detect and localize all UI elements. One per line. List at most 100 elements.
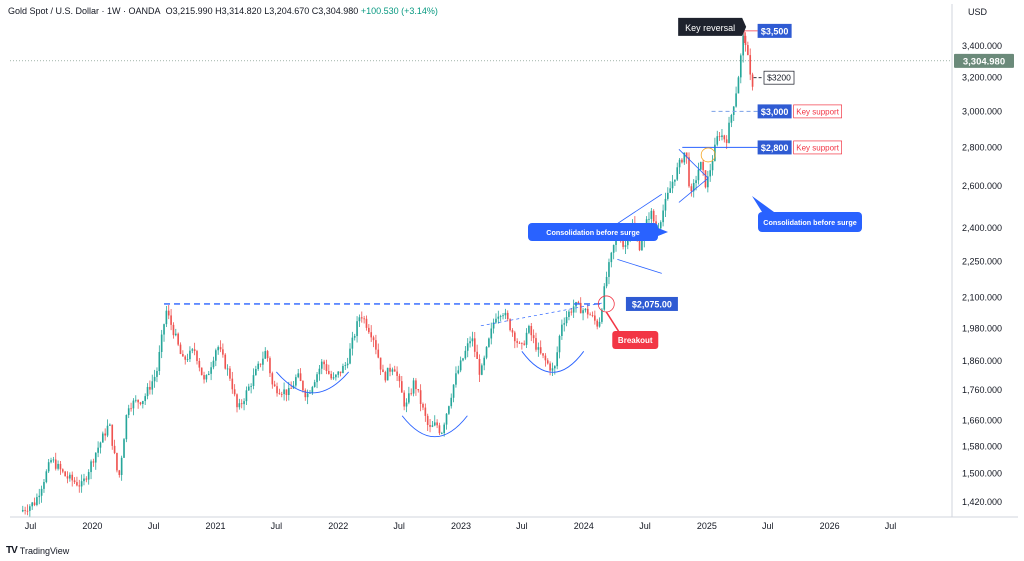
candle-body (104, 433, 106, 436)
candle-body (356, 321, 358, 337)
candle-body (262, 358, 264, 365)
candle-body (537, 347, 540, 350)
candle-body (490, 328, 493, 339)
chart-header: Gold Spot / U.S. Dollar · 1W · OANDA O3,… (8, 6, 438, 16)
candle-body (36, 497, 38, 505)
candle-body (459, 360, 462, 371)
candle-body (747, 45, 749, 56)
candle-body (222, 349, 224, 355)
candle-body (165, 310, 168, 325)
candle-body (170, 315, 172, 325)
candle-body (198, 360, 201, 368)
candle-body (71, 474, 74, 481)
candle-body (481, 365, 483, 375)
currency-label: USD (968, 7, 988, 17)
candle-body (273, 384, 276, 387)
key-support-2800-note-box (793, 140, 842, 155)
candle-body (570, 311, 573, 313)
candle-body (375, 340, 377, 350)
candle-body (688, 157, 690, 187)
candle-body (662, 210, 664, 223)
candle-body (184, 356, 187, 360)
candle-body (29, 506, 31, 511)
candle-body (266, 351, 269, 359)
candle-body (370, 332, 373, 338)
candle-body (231, 378, 234, 390)
candle-body (403, 392, 405, 407)
candle-body (61, 469, 64, 472)
candle-body (90, 461, 92, 473)
candle-body (386, 367, 389, 381)
candle-body (586, 308, 589, 315)
candle-body (457, 370, 460, 374)
y-tick-label: 3,200.000 (962, 73, 1002, 83)
level-2800-label: $2,800 (761, 143, 789, 153)
candle-body (605, 276, 608, 287)
candle-body (40, 488, 43, 496)
candle-body (502, 315, 504, 317)
candle-body (702, 161, 704, 171)
candle-body (339, 371, 342, 374)
candle-body (54, 459, 57, 469)
candle-body (144, 396, 147, 402)
candle-body (535, 338, 537, 350)
candle-body (146, 386, 149, 397)
candle-body (431, 425, 434, 427)
candle-body (624, 245, 627, 247)
candle-body (142, 401, 144, 405)
candle-body (191, 349, 194, 351)
candle-body (327, 370, 330, 374)
candle-body (196, 351, 198, 361)
y-tick-label: 3,400.000 (962, 41, 1002, 51)
candle-body (80, 481, 83, 487)
candle-body (683, 152, 686, 163)
candle-body (85, 478, 88, 480)
candle-body (476, 351, 478, 359)
candle-body (299, 373, 302, 381)
candle-body (97, 447, 99, 453)
candle-body (21, 509, 24, 512)
candle-body (276, 386, 278, 394)
candle-body (177, 333, 179, 345)
candle-body (353, 336, 356, 338)
wedge-lower-line (678, 177, 709, 203)
candle-body (73, 480, 76, 483)
candle-body (558, 335, 561, 353)
candle-body (233, 389, 236, 395)
candle-body (259, 363, 262, 365)
y-tick-label: 2,250.000 (962, 257, 1002, 267)
candle-body (469, 341, 471, 344)
consolidation-right-callout (758, 212, 862, 232)
candle-body (207, 373, 210, 375)
candle-body (603, 286, 606, 310)
candle-body (205, 374, 208, 380)
candle-body (257, 363, 260, 370)
candle-body (182, 353, 184, 357)
candle-body (219, 347, 222, 350)
level-3000-label-bg (757, 104, 792, 119)
candle-body (278, 393, 281, 395)
candle-body (50, 460, 52, 463)
candle-body (666, 192, 669, 199)
candle-body (304, 390, 307, 398)
candle-body (158, 351, 161, 372)
candle-body (426, 415, 429, 426)
candle-body (579, 302, 582, 314)
candle-body (478, 358, 481, 375)
candle-body (66, 476, 69, 479)
tradingview-wordmark: TradingView (19, 545, 70, 556)
candle-body (271, 373, 274, 385)
breakout-label: Breakout (618, 336, 653, 345)
level-3000-label: $3,000 (761, 107, 789, 117)
candle-body (650, 210, 653, 219)
ohlc-change: +100.530 (+3.14%) (360, 6, 438, 16)
x-tick-label: 2020 (82, 521, 102, 531)
y-tick-label: 1,500.000 (962, 468, 1002, 478)
candle-body (351, 337, 354, 349)
candle-body (417, 389, 420, 391)
candle-body (610, 252, 613, 263)
candle-body (506, 312, 509, 320)
ohlc-close: C3,304.980 (311, 6, 359, 16)
candle-body (391, 369, 394, 372)
